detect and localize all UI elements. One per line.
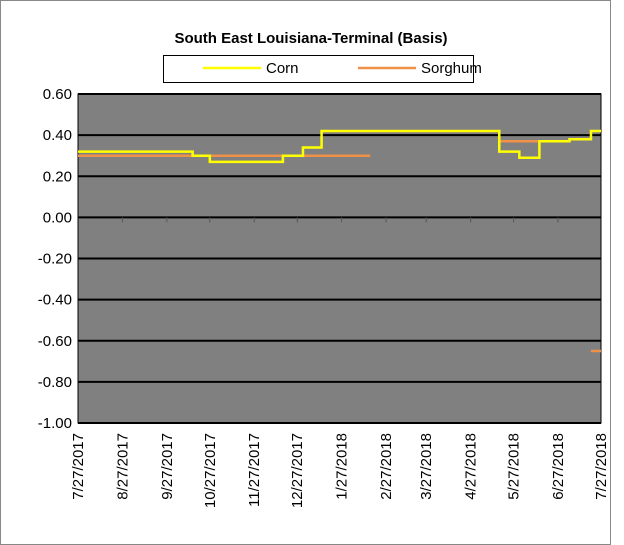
y-tick-label: -0.60 bbox=[38, 333, 72, 350]
y-tick-label: -0.80 bbox=[38, 374, 72, 391]
x-tick-label: 8/27/2017 bbox=[114, 433, 131, 500]
x-tick-label: 2/27/2018 bbox=[378, 433, 395, 500]
x-tick-label: 9/27/2017 bbox=[159, 433, 176, 500]
x-tick-label: 7/27/2018 bbox=[593, 433, 610, 500]
y-tick-label: 0.40 bbox=[43, 127, 72, 144]
series-line bbox=[78, 129, 601, 164]
plot-frame bbox=[77, 93, 602, 424]
x-tick-label: 12/27/2017 bbox=[289, 433, 306, 508]
y-tick-label: -0.20 bbox=[38, 251, 72, 268]
legend-label: Sorghum bbox=[421, 60, 482, 77]
x-tick-label: 3/27/2018 bbox=[418, 433, 435, 500]
x-tick-label: 11/27/2017 bbox=[246, 433, 263, 507]
y-tick-label: 0.20 bbox=[43, 168, 72, 185]
y-tick-label: -0.40 bbox=[38, 292, 72, 309]
x-tick-label: 1/27/2018 bbox=[334, 433, 351, 500]
x-tick-label: 4/27/2018 bbox=[463, 433, 480, 500]
x-tick-label: 10/27/2017 bbox=[202, 433, 219, 508]
y-tick-label: -1.00 bbox=[38, 415, 72, 432]
y-tick-label: 0.60 bbox=[43, 86, 72, 103]
legend-label: Corn bbox=[266, 60, 299, 77]
x-tick-label: 6/27/2018 bbox=[550, 433, 567, 500]
y-tick-label: 0.00 bbox=[43, 209, 72, 226]
x-tick-label: 7/27/2017 bbox=[70, 433, 87, 500]
x-tick-label: 5/27/2018 bbox=[506, 433, 523, 500]
chart-title: South East Louisiana-Terminal (Basis) bbox=[174, 30, 447, 47]
